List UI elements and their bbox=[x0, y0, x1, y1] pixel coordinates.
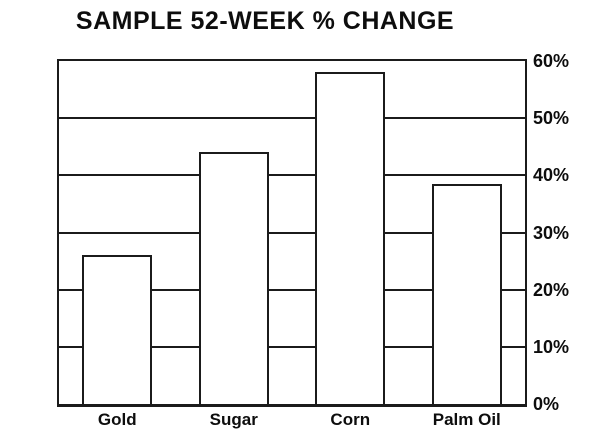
plot-area bbox=[57, 59, 527, 407]
bar-palm-oil bbox=[431, 183, 502, 404]
x-tick-label-sugar: Sugar bbox=[209, 410, 258, 429]
x-tick-label-gold: Gold bbox=[97, 410, 137, 429]
gridline-50 bbox=[59, 117, 525, 120]
bar-sugar bbox=[198, 152, 269, 404]
chart-title: SAMPLE 52-WEEK % CHANGE bbox=[75, 7, 455, 35]
bar-corn bbox=[315, 72, 386, 404]
bar-gold bbox=[82, 255, 153, 404]
y-tick-label-30: 30% bbox=[533, 222, 570, 243]
y-tick-label-10: 10% bbox=[533, 336, 570, 357]
gridline-20 bbox=[59, 288, 525, 291]
y-tick-label-40: 40% bbox=[533, 165, 570, 186]
y-tick-label-0: 0% bbox=[533, 394, 560, 414]
y-tick-label-60: 60% bbox=[533, 51, 570, 71]
y-tick-label-20: 20% bbox=[533, 279, 570, 300]
gridline-10 bbox=[59, 345, 525, 348]
x-tick-label-palm-oil: Palm Oil bbox=[432, 410, 501, 429]
y-tick-label-50: 50% bbox=[533, 108, 570, 129]
gridline-40 bbox=[59, 174, 525, 177]
gridline-30 bbox=[59, 231, 525, 234]
x-tick-label-corn: Corn bbox=[330, 410, 371, 429]
